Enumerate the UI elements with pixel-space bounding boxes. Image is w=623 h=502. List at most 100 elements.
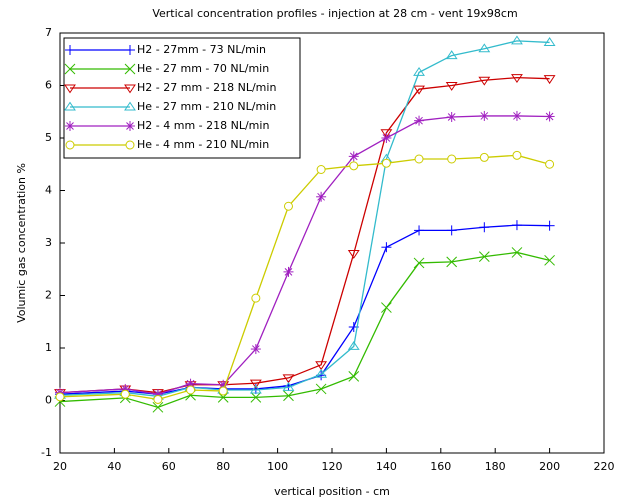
marker — [249, 379, 262, 389]
marker-shape — [511, 74, 523, 84]
marker-shape — [347, 250, 360, 259]
legend-label: H2 - 27mm - 73 NL/min — [137, 43, 266, 56]
marker — [543, 75, 556, 85]
marker — [125, 121, 135, 131]
marker — [414, 225, 425, 236]
marker — [64, 63, 76, 75]
marker-shape — [349, 161, 359, 171]
marker-shape — [545, 159, 555, 169]
marker — [153, 394, 163, 404]
marker-shape — [251, 293, 261, 303]
marker-shape — [414, 154, 424, 164]
marker — [315, 361, 328, 371]
marker-stroke — [186, 379, 195, 388]
series-line — [59, 40, 550, 397]
y-tick-label: 7 — [45, 26, 52, 39]
marker — [315, 368, 328, 378]
marker — [544, 111, 555, 122]
series-line — [59, 76, 550, 394]
marker — [125, 140, 135, 150]
marker — [185, 378, 196, 389]
marker — [64, 101, 76, 111]
marker — [65, 45, 75, 55]
marker-shape — [64, 84, 76, 94]
marker — [512, 150, 522, 160]
marker-shape — [447, 154, 457, 164]
marker-shape — [445, 82, 458, 91]
marker — [413, 257, 425, 269]
marker — [511, 220, 522, 231]
x-tick-label: 220 — [594, 460, 615, 473]
marker-shape — [249, 379, 262, 389]
legend-label: He - 4 mm - 210 NL/min — [137, 138, 269, 151]
marker — [447, 154, 457, 164]
marker — [65, 140, 75, 150]
marker — [544, 220, 555, 231]
legend-box — [63, 37, 301, 159]
marker-stroke — [544, 254, 555, 266]
marker — [348, 151, 359, 162]
y-tick-label: 1 — [45, 341, 52, 354]
marker-shape — [543, 37, 556, 46]
x-tick-label: 60 — [162, 460, 176, 473]
marker-stroke — [381, 302, 392, 313]
marker — [251, 293, 261, 303]
marker — [64, 84, 76, 94]
marker — [479, 222, 490, 233]
marker — [124, 63, 136, 75]
marker-shape — [218, 386, 228, 396]
marker — [283, 266, 294, 277]
marker — [446, 225, 457, 236]
marker — [381, 133, 392, 143]
marker-stroke — [511, 247, 523, 258]
y-tick-label: -1 — [41, 446, 52, 459]
marker-shape — [315, 361, 328, 371]
marker-shape — [315, 368, 328, 378]
marker — [250, 391, 262, 403]
series-line — [59, 251, 550, 409]
y-tick-label: 4 — [45, 184, 52, 197]
marker-shape — [64, 101, 76, 111]
marker — [478, 76, 491, 86]
marker-stroke — [446, 256, 458, 268]
series-line — [59, 224, 550, 395]
marker-shape — [347, 341, 360, 350]
marker-shape — [153, 394, 163, 404]
marker — [413, 66, 425, 76]
x-axis-label: vertical position - cm — [274, 485, 390, 498]
y-tick-label: 3 — [45, 236, 52, 249]
x-tick-label: 140 — [376, 460, 397, 473]
y-tick-label: 2 — [45, 289, 52, 302]
marker — [479, 152, 489, 162]
x-tick-label: 200 — [539, 460, 560, 473]
marker — [315, 383, 327, 395]
marker-stroke — [349, 152, 358, 161]
marker — [347, 250, 360, 259]
marker-shape — [124, 84, 136, 94]
marker — [380, 129, 393, 139]
marker-shape — [478, 43, 491, 53]
marker — [120, 389, 130, 399]
marker-shape — [316, 165, 326, 174]
legend-label: He - 27 mm - 210 NL/min — [137, 100, 276, 113]
marker — [348, 370, 360, 382]
marker-shape — [511, 35, 523, 45]
marker-stroke — [283, 390, 294, 402]
marker — [316, 191, 327, 202]
x-tick-label: 120 — [322, 460, 343, 473]
marker-stroke — [251, 345, 260, 353]
x-tick-label: 180 — [485, 460, 506, 473]
marker — [544, 254, 555, 266]
marker-stroke — [250, 391, 262, 403]
marker-stroke — [124, 63, 136, 75]
x-tick-label: 20 — [53, 460, 67, 473]
marker — [511, 110, 522, 121]
marker — [186, 385, 196, 395]
x-tick-label: 80 — [216, 460, 230, 473]
marker-shape — [381, 158, 391, 168]
marker — [218, 386, 228, 396]
marker-shape — [543, 75, 556, 85]
marker-stroke — [480, 112, 489, 120]
marker-stroke — [219, 380, 228, 389]
